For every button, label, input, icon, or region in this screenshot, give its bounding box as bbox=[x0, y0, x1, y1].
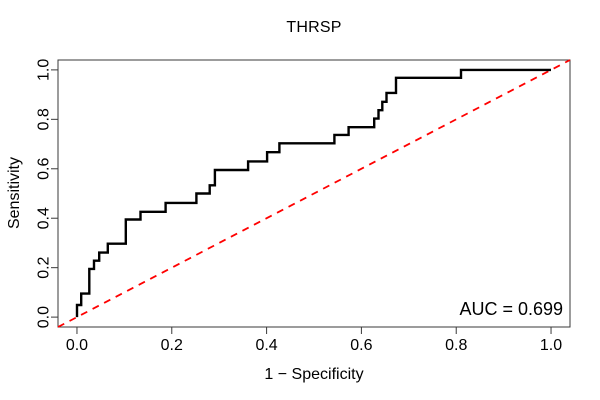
y-axis-tick-label: 0.2 bbox=[36, 256, 53, 278]
y-axis-tick-label: 0.4 bbox=[36, 207, 53, 229]
x-axis-tick-label: 0.0 bbox=[66, 337, 88, 354]
x-axis-tick-label: 0.8 bbox=[445, 337, 467, 354]
chance-diagonal-line bbox=[57, 59, 571, 328]
y-axis-tick-label: 0.8 bbox=[36, 108, 53, 130]
roc-curve bbox=[75, 68, 551, 318]
x-axis-tick-label: 0.6 bbox=[350, 337, 372, 354]
y-axis-tick-label: 0.0 bbox=[36, 306, 53, 328]
y-axis-tick-label: 0.6 bbox=[36, 158, 53, 180]
plot-frame bbox=[57, 59, 571, 328]
x-axis-tick-label: 0.4 bbox=[255, 337, 277, 354]
plot-title: THRSP bbox=[286, 19, 342, 36]
y-axis-tick-label: 1.0 bbox=[36, 59, 53, 81]
x-axis-tick-label: 1.0 bbox=[540, 337, 562, 354]
auc-annotation: AUC = 0.699 bbox=[459, 299, 563, 319]
x-axis-tick-label: 0.2 bbox=[161, 337, 183, 354]
x-axis-label: 1 − Specificity bbox=[264, 366, 364, 383]
